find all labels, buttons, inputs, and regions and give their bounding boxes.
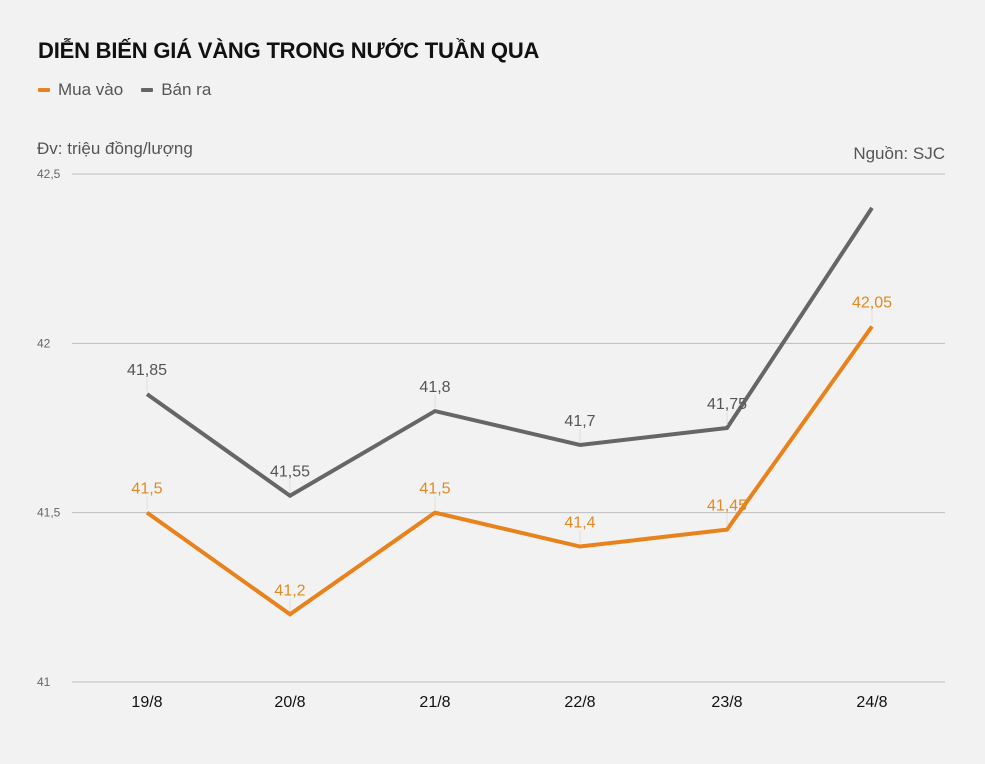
y-tick-label: 42 xyxy=(37,336,51,350)
legend-swatch-gray-icon xyxy=(141,88,154,92)
x-tick-label: 22/8 xyxy=(564,694,595,711)
gridlines xyxy=(72,173,945,683)
y-tick-label: 41 xyxy=(37,675,51,689)
unit-label: Đv: triệu đồng/lượng xyxy=(37,139,193,158)
data-label: 41,5 xyxy=(131,481,162,498)
x-tick-label: 19/8 xyxy=(131,694,162,711)
data-label: 41,85 xyxy=(127,362,167,379)
series-ban-ra-line xyxy=(145,206,874,499)
data-label: 41,5 xyxy=(419,481,450,498)
legend-label: Bán ra xyxy=(161,80,212,99)
data-label: 41,2 xyxy=(274,582,305,599)
y-axis-ticks: 41 41,5 42 42,5 xyxy=(37,167,61,689)
data-labels: 41,85 41,55 41,8 41,7 41,75 41,5 41,2 41,5 41,4 4… xyxy=(127,294,892,612)
data-label: 41,4 xyxy=(564,515,595,532)
data-label: 41,55 xyxy=(270,464,310,481)
legend-label: Mua vào xyxy=(58,80,124,99)
data-label: 41,75 xyxy=(707,396,747,413)
legend: Mua vào Bán ra xyxy=(38,80,211,100)
x-tick-label: 20/8 xyxy=(274,694,305,711)
legend-item-ban-ra: Bán ra xyxy=(141,80,211,100)
source-label: Nguồn: SJC xyxy=(853,144,945,163)
data-label: 41,8 xyxy=(419,379,450,396)
data-label: 41,7 xyxy=(564,413,595,430)
chart-title: DIỄN BIẾN GIÁ VÀNG TRONG NƯỚC TUẦN QUA xyxy=(38,38,540,63)
x-tick-label: 23/8 xyxy=(711,694,742,711)
series-mua-vao-line xyxy=(145,325,874,617)
x-axis-ticks: 19/8 20/8 21/8 22/8 23/8 24/8 xyxy=(131,694,887,711)
x-tick-label: 24/8 xyxy=(856,694,887,711)
series-lines xyxy=(145,206,874,617)
legend-swatch-orange-icon xyxy=(38,88,50,92)
y-tick-label: 42,5 xyxy=(37,167,61,181)
legend-item-mua-vao: Mua vào xyxy=(38,80,123,100)
y-tick-label: 41,5 xyxy=(37,506,61,520)
data-label: 41,45 xyxy=(707,498,747,515)
data-label: 42,05 xyxy=(852,294,892,311)
x-tick-label: 21/8 xyxy=(419,694,450,711)
